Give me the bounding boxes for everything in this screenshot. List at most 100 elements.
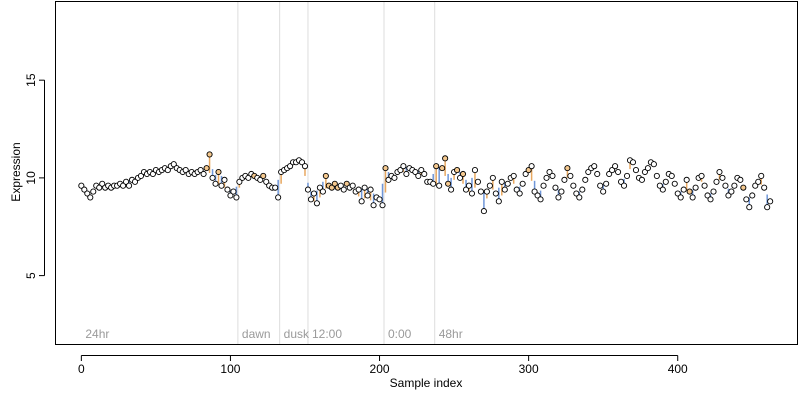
data-point	[573, 190, 580, 197]
data-point	[436, 182, 443, 189]
data-point	[513, 186, 520, 193]
data-point	[260, 172, 267, 179]
data-point	[418, 167, 425, 174]
data-point	[671, 180, 678, 187]
data-point	[397, 167, 404, 174]
x-tick-label: 300	[519, 362, 539, 376]
data-point	[272, 184, 279, 191]
data-point	[227, 192, 234, 199]
data-point	[504, 180, 511, 187]
data-point	[761, 184, 768, 191]
data-point	[632, 167, 640, 174]
data-point	[78, 182, 85, 189]
data-point	[209, 174, 216, 181]
data-point	[612, 163, 619, 170]
data-point	[516, 190, 523, 197]
data-point	[486, 182, 493, 189]
data-point	[477, 188, 484, 195]
data-point	[767, 198, 774, 205]
plot-frame	[55, 1, 798, 345]
data-point	[531, 188, 538, 195]
segment-label: 24hr	[85, 327, 109, 341]
data-point	[99, 180, 106, 187]
data-point	[370, 202, 377, 209]
data-point	[591, 163, 598, 170]
data-point	[200, 170, 207, 178]
data-point	[564, 165, 571, 172]
segment-label: dusk	[284, 327, 310, 341]
data-point	[725, 192, 732, 199]
data-point	[364, 192, 371, 199]
data-point	[755, 178, 762, 185]
data-point	[465, 182, 473, 189]
x-tick-label: 400	[668, 362, 688, 376]
data-point	[221, 176, 228, 183]
data-point	[415, 172, 422, 179]
data-point	[558, 188, 565, 195]
data-point	[376, 196, 383, 203]
data-point	[322, 172, 329, 179]
y-axis: 5 10 15	[24, 73, 45, 279]
data-point	[468, 190, 476, 197]
data-point	[710, 188, 717, 195]
data-point	[340, 186, 347, 193]
data-point	[704, 192, 711, 199]
data-point	[87, 194, 94, 201]
data-point	[391, 174, 398, 181]
data-point	[164, 167, 171, 174]
data-point	[534, 192, 541, 199]
data-point	[361, 184, 368, 191]
data-point	[621, 182, 628, 189]
data-point	[310, 190, 317, 197]
data-point	[131, 178, 139, 185]
data-point	[84, 190, 91, 197]
data-point	[480, 208, 487, 215]
data-point	[90, 188, 97, 195]
segment-labels: 24hr dawn dusk 12:00 0:00 48hr	[85, 327, 462, 341]
data-point	[126, 182, 133, 189]
data-point	[552, 184, 559, 191]
data-point	[367, 186, 374, 193]
data-point	[224, 186, 231, 193]
data-point	[746, 204, 753, 211]
data-point	[456, 174, 464, 181]
data-point	[764, 204, 771, 211]
data-point	[454, 167, 461, 174]
data-point	[459, 170, 467, 178]
data-point	[683, 176, 690, 183]
data-point	[719, 174, 726, 181]
data-point	[445, 180, 452, 187]
x-tick-label: 0	[78, 362, 85, 376]
data-point	[758, 172, 765, 179]
data-point	[307, 196, 315, 203]
data-point	[439, 165, 446, 172]
data-point	[606, 170, 613, 178]
data-point	[120, 182, 127, 189]
data-point	[597, 182, 604, 189]
data-point	[674, 190, 681, 197]
data-points	[78, 151, 774, 215]
data-point	[594, 170, 601, 178]
y-axis-label: Expression	[9, 142, 23, 201]
data-point	[319, 188, 326, 195]
data-point	[236, 178, 243, 185]
data-point	[677, 194, 684, 201]
data-point	[400, 163, 407, 170]
x-axis-label: Sample index	[390, 376, 463, 390]
data-point	[713, 178, 720, 185]
data-point	[316, 184, 323, 191]
data-point	[483, 188, 490, 195]
data-point	[206, 151, 213, 158]
segment-label: 12:00	[312, 327, 342, 341]
data-point	[337, 182, 344, 189]
data-point	[462, 186, 470, 193]
data-point	[385, 176, 392, 183]
segment-label: 48hr	[439, 327, 463, 341]
data-point	[707, 196, 714, 203]
data-point	[659, 186, 666, 193]
data-point	[358, 198, 365, 205]
data-point	[600, 188, 607, 195]
data-point	[662, 178, 669, 185]
data-point	[603, 180, 610, 187]
